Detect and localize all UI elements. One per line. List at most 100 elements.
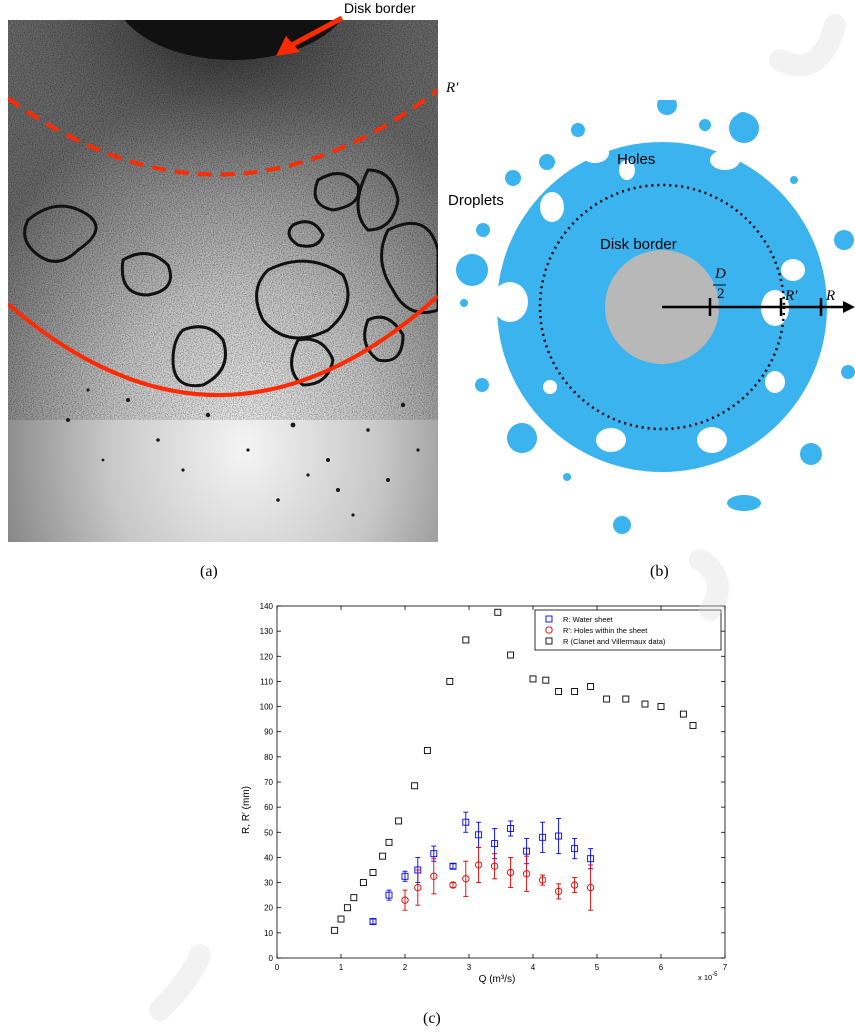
data-point-series-0 [539, 833, 547, 841]
x-tick-label: 5 [595, 963, 600, 972]
data-point-series-2 [657, 703, 665, 711]
panel-a-disk-border-label: Disk border [344, 0, 416, 16]
panel-b-holes-label: Holes [617, 151, 656, 168]
y-tick-label: 20 [264, 904, 273, 913]
y-tick-label: 120 [260, 652, 274, 661]
panel-a-caption: (a) [200, 563, 218, 580]
legend-entry: R′: Holes within the sheet [563, 626, 648, 635]
data-point-series-2 [679, 710, 687, 718]
data-point-series-2 [622, 695, 630, 703]
panel-b-r-label: R [826, 288, 836, 304]
x-tick-label: 6 [659, 963, 664, 972]
data-point-series-2 [603, 695, 611, 703]
x-tick-label: 7 [723, 963, 728, 972]
legend-marker [545, 637, 553, 645]
panel-a-r-prime-label: R′ [446, 80, 459, 96]
x-tick-label: 2 [403, 963, 408, 972]
data-point-series-2 [462, 636, 470, 644]
y-tick-label: 140 [260, 602, 274, 611]
sheet-holes [492, 143, 805, 453]
panel-b-d-denominator: 2 [717, 286, 725, 302]
data-point-series-0 [430, 850, 438, 858]
data-point-series-2 [494, 608, 502, 616]
r-prime-dashed-line [8, 88, 438, 177]
y-tick-label: 50 [264, 828, 273, 837]
data-point-series-0 [449, 862, 457, 870]
data-point-series-1 [554, 887, 563, 896]
data-point-series-0 [385, 891, 393, 899]
data-point-series-2 [641, 700, 649, 708]
data-point-series-2 [395, 817, 403, 825]
data-point-series-0 [507, 825, 515, 832]
data-point-series-2 [542, 676, 550, 684]
y-tick-label: 0 [269, 954, 274, 963]
data-point-series-0 [523, 847, 531, 855]
panel-a-photo [8, 20, 438, 542]
y-tick-label: 110 [260, 677, 273, 686]
data-point-series-1 [506, 868, 515, 877]
panel-b-d-numerator: D [715, 266, 726, 282]
data-point-series-1 [522, 870, 531, 878]
panel-b-diagram [456, 100, 855, 534]
y-tick-label: 80 [264, 753, 273, 762]
y-tick-label: 10 [264, 929, 273, 938]
big-droplet-top-right [729, 113, 759, 143]
data-point-series-2 [379, 852, 387, 860]
data-point-series-2 [507, 651, 515, 659]
y-axis-label: R, R′ (mm) [241, 786, 252, 834]
data-point-series-2 [385, 838, 393, 846]
data-point-series-1 [570, 881, 579, 889]
y-tick-label: 100 [260, 703, 274, 712]
data-point-series-2 [689, 721, 697, 729]
data-point-series-1 [490, 862, 499, 870]
data-point-series-0 [571, 845, 579, 853]
droplet-speckles [66, 388, 420, 517]
x-tick-label: 0 [275, 963, 280, 972]
legend-marker [545, 615, 553, 623]
data-point-series-1 [462, 875, 470, 883]
data-point-series-0 [401, 872, 409, 880]
data-point-series-0 [475, 831, 483, 839]
panel-b-droplets-label: Droplets [448, 192, 504, 209]
legend-box [534, 609, 722, 651]
data-point-series-2 [423, 747, 431, 755]
panel-c-caption: (c) [423, 1010, 441, 1027]
data-point-series-0 [587, 855, 595, 863]
data-point-series-2 [529, 675, 537, 683]
data-point-series-2 [350, 894, 358, 902]
data-point-series-2 [411, 782, 419, 790]
y-tick-label: 60 [264, 803, 273, 812]
data-point-series-0 [491, 840, 499, 848]
data-point-series-2 [337, 915, 345, 923]
data-point-series-2 [343, 904, 351, 912]
data-point-series-2 [555, 688, 563, 695]
data-point-series-1 [586, 883, 595, 892]
x-tick-label: 3 [467, 963, 472, 972]
x-multiplier-label: x 10-5 [698, 972, 718, 982]
x-tick-label: 4 [531, 963, 536, 972]
data-point-series-1 [449, 881, 457, 889]
panel-b-caption: (b) [650, 563, 669, 580]
panel-c-chart: 0 1 2 3 4 5 6 701020304050607080901001101201301… [241, 602, 728, 985]
droplet-bottom-oval [727, 495, 761, 511]
legend-marker [545, 626, 553, 634]
data-point-series-1 [430, 872, 438, 880]
panel-b-r-prime-label: R′ [785, 288, 798, 304]
y-tick-label: 130 [260, 627, 274, 636]
data-point-series-1 [538, 876, 547, 884]
x-tick-label: 1 [339, 963, 344, 972]
legend-entry: R: Water sheet [563, 615, 614, 624]
y-tick-label: 40 [264, 853, 273, 862]
x-axis-label: Q (m³/s) [479, 974, 516, 985]
outer-droplets [456, 100, 855, 534]
y-tick-label: 70 [264, 778, 273, 787]
data-point-series-0 [462, 818, 470, 826]
y-tick-label: 90 [264, 728, 273, 737]
data-point-series-2 [369, 869, 377, 876]
data-point-series-0 [369, 918, 377, 925]
data-point-series-0 [555, 832, 563, 840]
data-point-series-1 [474, 861, 483, 869]
data-point-series-1 [414, 883, 422, 892]
data-point-series-1 [401, 896, 409, 904]
data-point-series-2 [587, 683, 595, 690]
